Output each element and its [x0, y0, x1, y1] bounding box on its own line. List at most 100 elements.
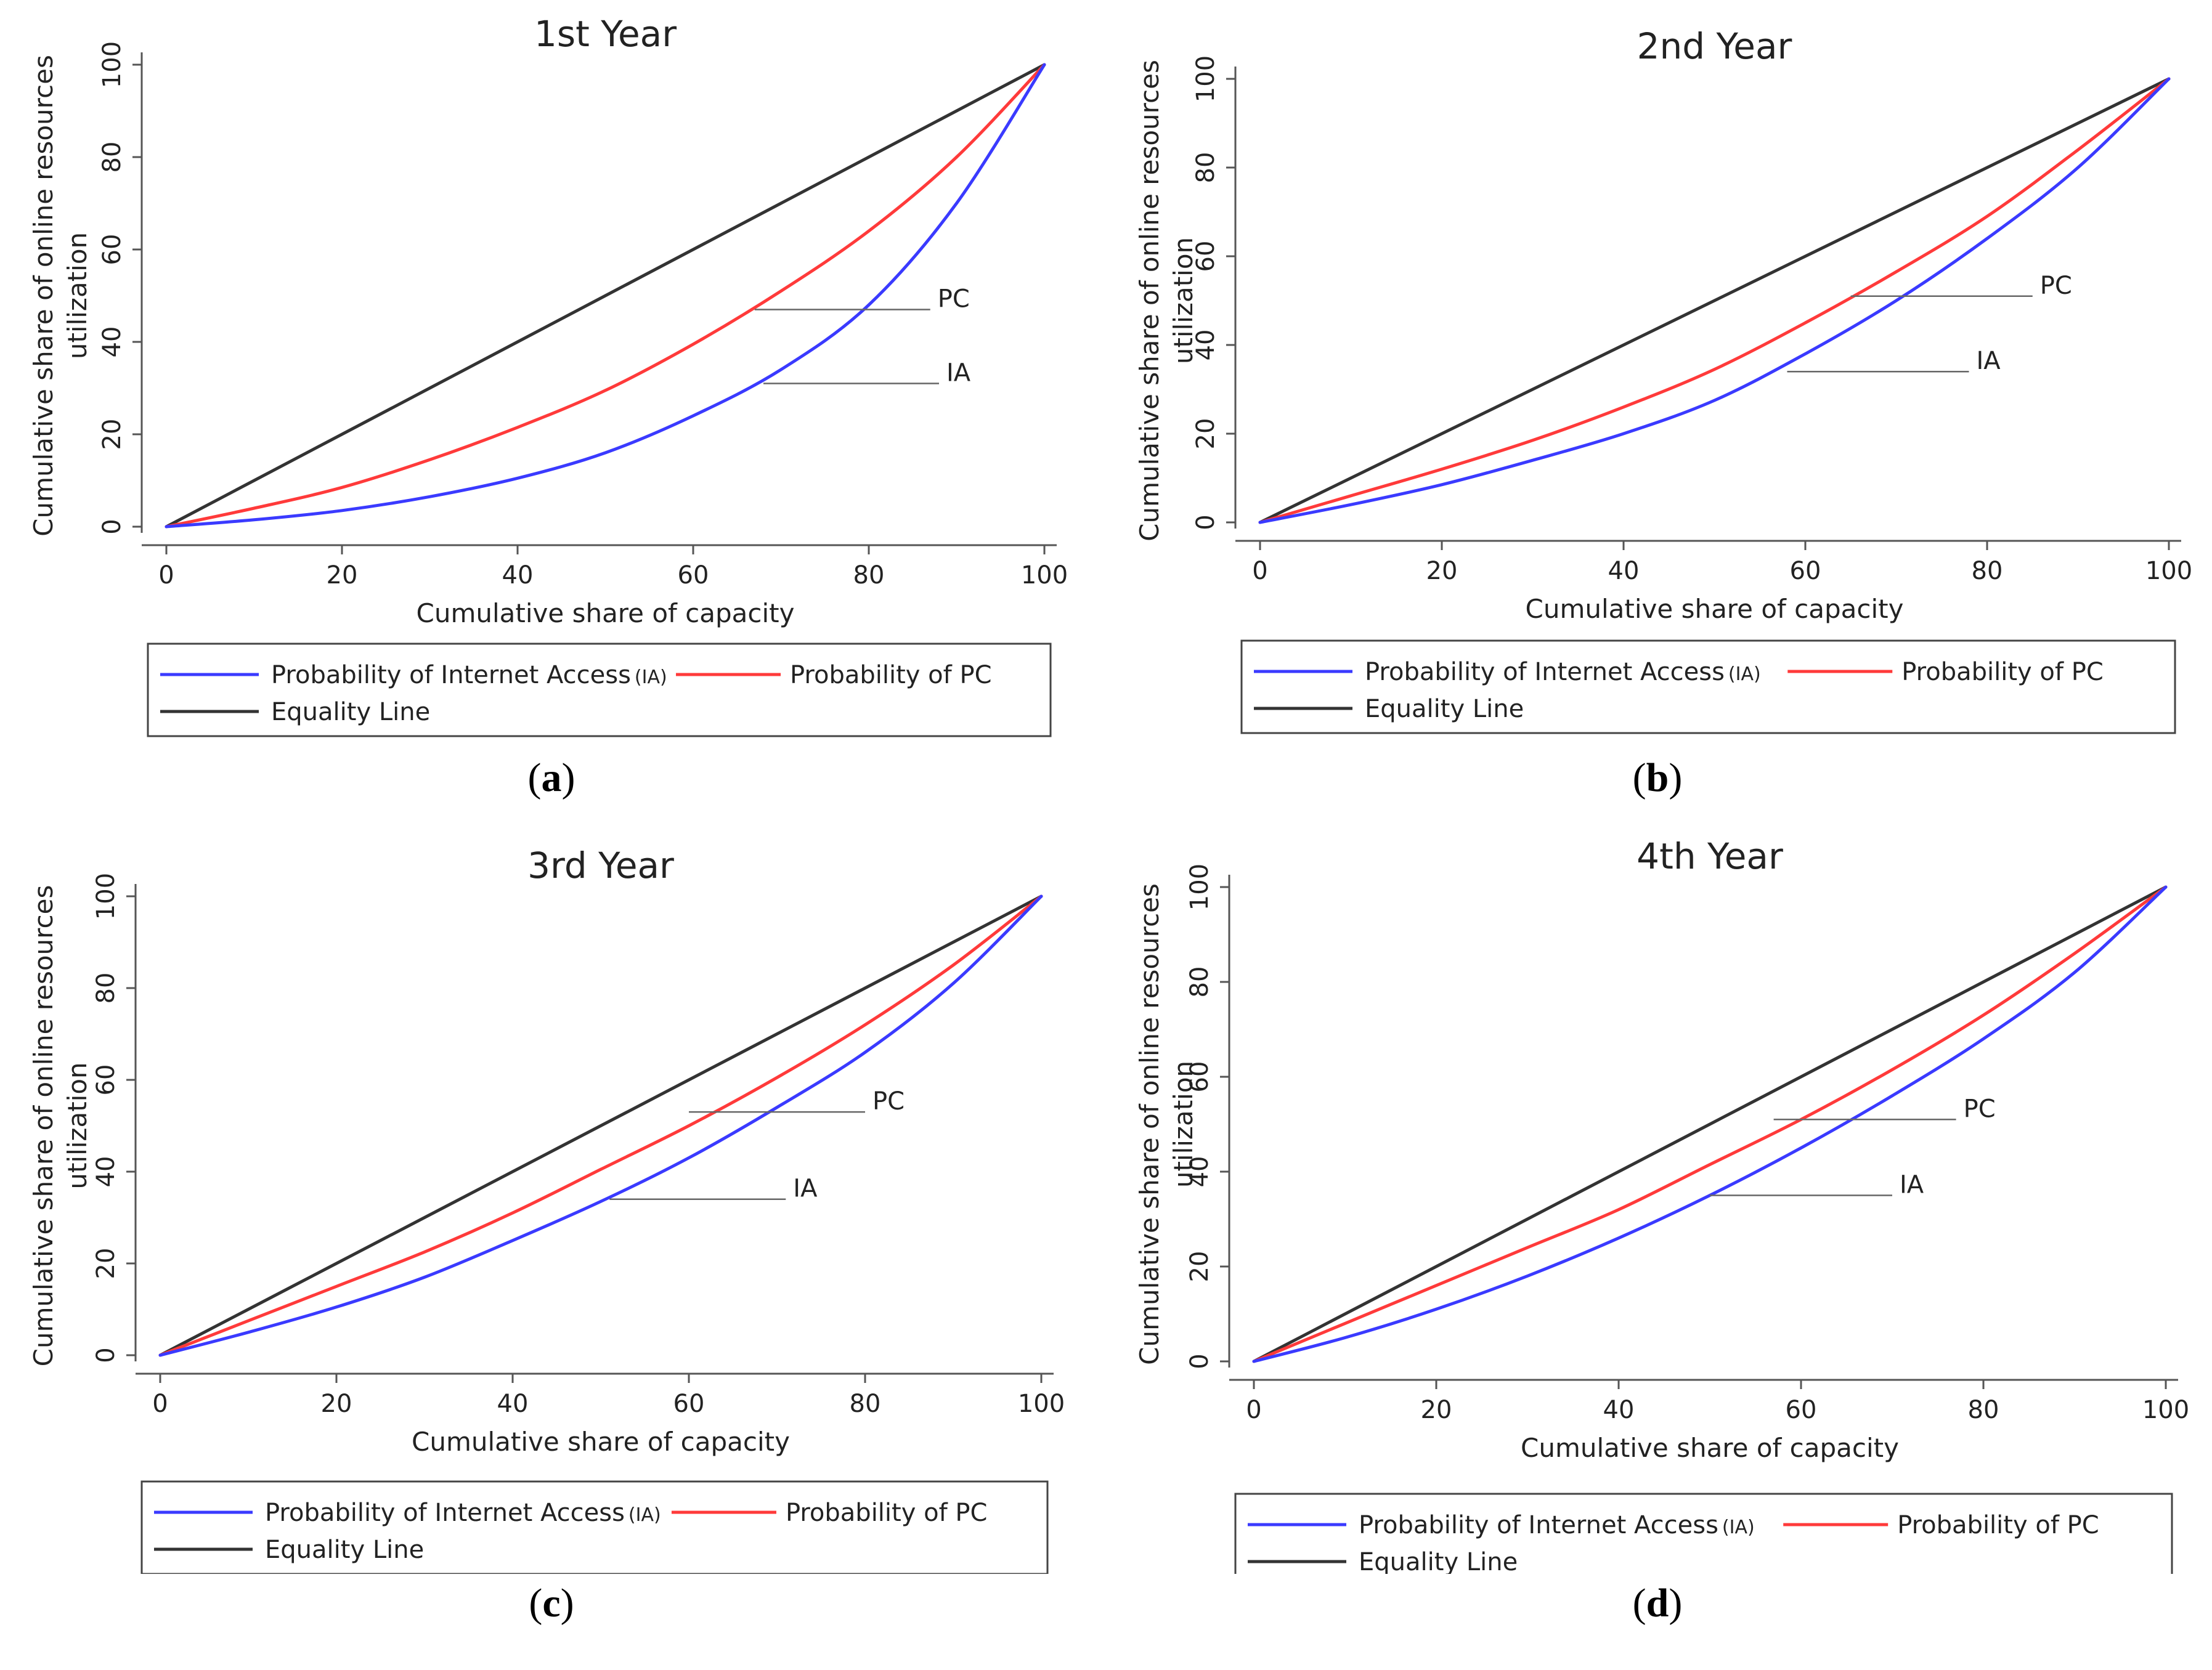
- y-tick-label: 80: [1185, 967, 1214, 998]
- y-axis-label-line1: Cumulative share of online resources: [1134, 883, 1165, 1365]
- y-tick-label: 20: [98, 419, 126, 450]
- y-axis-label-line2: utilization: [1168, 1061, 1198, 1188]
- series-line-pc: [158, 894, 1043, 1357]
- legend-label-pc: Probability of PC: [790, 661, 991, 689]
- annotation-label-pc: PC: [872, 1087, 905, 1116]
- y-axis-label-line1: Cumulative share of online resources: [28, 885, 59, 1367]
- legend-label-ia-suffix: (IA): [1722, 1517, 1755, 1538]
- panel-label-b: (b): [1632, 755, 1683, 800]
- chart-2nd-year: 2nd Year 0 20 40 60 80 100 0 20 40 60 80 100 Cumulati…: [1134, 25, 2192, 734]
- series-line-ia: [1258, 77, 2171, 524]
- x-tick-label: 80: [1968, 1396, 1999, 1424]
- x-tick-label: 80: [853, 561, 885, 590]
- legend-label-ia: Probability of Internet Access (IA): [1359, 1511, 1755, 1539]
- annotation-label-ia: IA: [1977, 347, 2001, 375]
- x-tick-label: 40: [502, 561, 534, 590]
- x-tick-label: 0: [1246, 1396, 1261, 1424]
- y-tick-label: 100: [1185, 864, 1214, 910]
- legend-label-equality: Equality Line: [1359, 1548, 1518, 1574]
- y-tick-label: 60: [92, 1064, 120, 1096]
- legend-box: [1240, 639, 2176, 734]
- x-tick-label: 60: [1786, 1396, 1817, 1424]
- x-axis-label: Cumulative share of capacity: [417, 598, 795, 628]
- x-tick-label: 40: [1608, 557, 1640, 585]
- y-tick-label: 40: [1185, 1156, 1214, 1188]
- annotation-label-ia: IA: [793, 1175, 818, 1203]
- chart-title: 2nd Year: [1637, 25, 1792, 67]
- x-tick-label: 20: [327, 561, 358, 590]
- y-tick-label: 60: [98, 234, 126, 265]
- legend-label-pc: Probability of PC: [1897, 1511, 2099, 1539]
- series-line-equality: [165, 63, 1046, 529]
- y-tick-label: 100: [98, 41, 126, 88]
- series-line-ia: [1252, 885, 2168, 1363]
- annotation-label-pc: PC: [1964, 1095, 1996, 1123]
- annotation-label-ia: IA: [946, 359, 971, 387]
- x-tick-label: 0: [1252, 557, 1267, 585]
- x-tick-label: 60: [1790, 557, 1821, 585]
- series-line-pc: [165, 63, 1046, 529]
- y-tick-label: 40: [92, 1156, 120, 1188]
- legend-box: [1234, 1493, 2173, 1574]
- x-tick-label: 0: [158, 561, 174, 590]
- y-axis-label-line1: Cumulative share of online resources: [28, 55, 59, 537]
- legend-label-ia-suffix: (IA): [628, 1504, 661, 1526]
- x-axis-label: Cumulative share of capacity: [1526, 594, 1904, 624]
- x-tick-label: 40: [1603, 1396, 1635, 1424]
- x-axis-label: Cumulative share of capacity: [1521, 1433, 1899, 1463]
- y-tick-label: 0: [1185, 1353, 1214, 1369]
- panel-label-d: (d): [1632, 1581, 1683, 1626]
- panel-label-c: (c): [529, 1581, 574, 1626]
- x-tick-label: 80: [1972, 557, 2003, 585]
- x-tick-label: 100: [2145, 557, 2192, 585]
- chart-title: 3rd Year: [527, 845, 674, 886]
- series-line-pc: [1258, 77, 2171, 524]
- x-tick-label: 60: [678, 561, 709, 590]
- y-tick-label: 20: [1192, 418, 1220, 450]
- y-tick-label: 80: [92, 973, 120, 1004]
- chart-3rd-year: 3rd Year 0 20 40 60 80 100 0 20 40 60 80 100 Cumulati…: [28, 845, 1065, 1574]
- legend-label-ia: Probability of Internet Access (IA): [1365, 658, 1761, 686]
- series-line-ia: [165, 63, 1046, 529]
- y-tick-label: 20: [92, 1248, 120, 1279]
- y-tick-label: 60: [1185, 1061, 1214, 1093]
- legend-label-ia-suffix: (IA): [635, 667, 667, 688]
- x-tick-label: 60: [673, 1390, 705, 1418]
- y-tick-label: 100: [92, 873, 120, 920]
- series-line-ia: [158, 894, 1043, 1357]
- x-tick-label: 100: [2142, 1396, 2189, 1424]
- y-tick-label: 60: [1192, 241, 1220, 272]
- y-tick-label: 0: [1192, 514, 1220, 530]
- y-tick-label: 80: [1192, 152, 1220, 184]
- x-axis-label: Cumulative share of capacity: [412, 1427, 790, 1457]
- legend-label-equality: Equality Line: [1365, 695, 1524, 723]
- legend-box: [140, 1480, 1049, 1574]
- y-tick-label: 40: [1192, 330, 1220, 361]
- series-line-pc: [1252, 885, 2168, 1363]
- x-tick-label: 100: [1021, 561, 1068, 590]
- legend-label-equality: Equality Line: [265, 1536, 424, 1564]
- chart-title: 4th Year: [1637, 835, 1783, 877]
- legend-label-ia: Probability of Internet Access (IA): [265, 1499, 661, 1527]
- x-tick-label: 0: [152, 1390, 168, 1418]
- chart-4th-year: 4th Year 0 20 40 60 80 100 0 20 40 60 80 100 Cumulati…: [1134, 835, 2189, 1574]
- y-tick-label: 0: [98, 519, 126, 534]
- chart-1st-year: 1st Year 0 20 40 60 80 100 0 20 40 60 80 100 Cumulati…: [28, 13, 1068, 737]
- y-tick-label: 0: [92, 1347, 120, 1363]
- x-tick-label: 20: [321, 1390, 352, 1418]
- legend-label-equality: Equality Line: [271, 698, 430, 726]
- x-tick-label: 100: [1018, 1390, 1065, 1418]
- legend-label-pc: Probability of PC: [786, 1499, 987, 1527]
- legend-label-pc: Probability of PC: [1901, 658, 2103, 686]
- x-tick-label: 80: [850, 1390, 881, 1418]
- y-axis-label-line2: utilization: [62, 232, 92, 359]
- x-tick-label: 20: [1421, 1396, 1452, 1424]
- y-tick-label: 40: [98, 326, 126, 358]
- series-line-equality: [158, 894, 1043, 1357]
- legend-label-ia: Probability of Internet Access (IA): [271, 661, 667, 689]
- y-tick-label: 20: [1185, 1251, 1214, 1283]
- y-axis-label-line1: Cumulative share of online resources: [1134, 60, 1165, 541]
- series-line-equality: [1252, 885, 2168, 1363]
- y-tick-label: 80: [98, 142, 126, 173]
